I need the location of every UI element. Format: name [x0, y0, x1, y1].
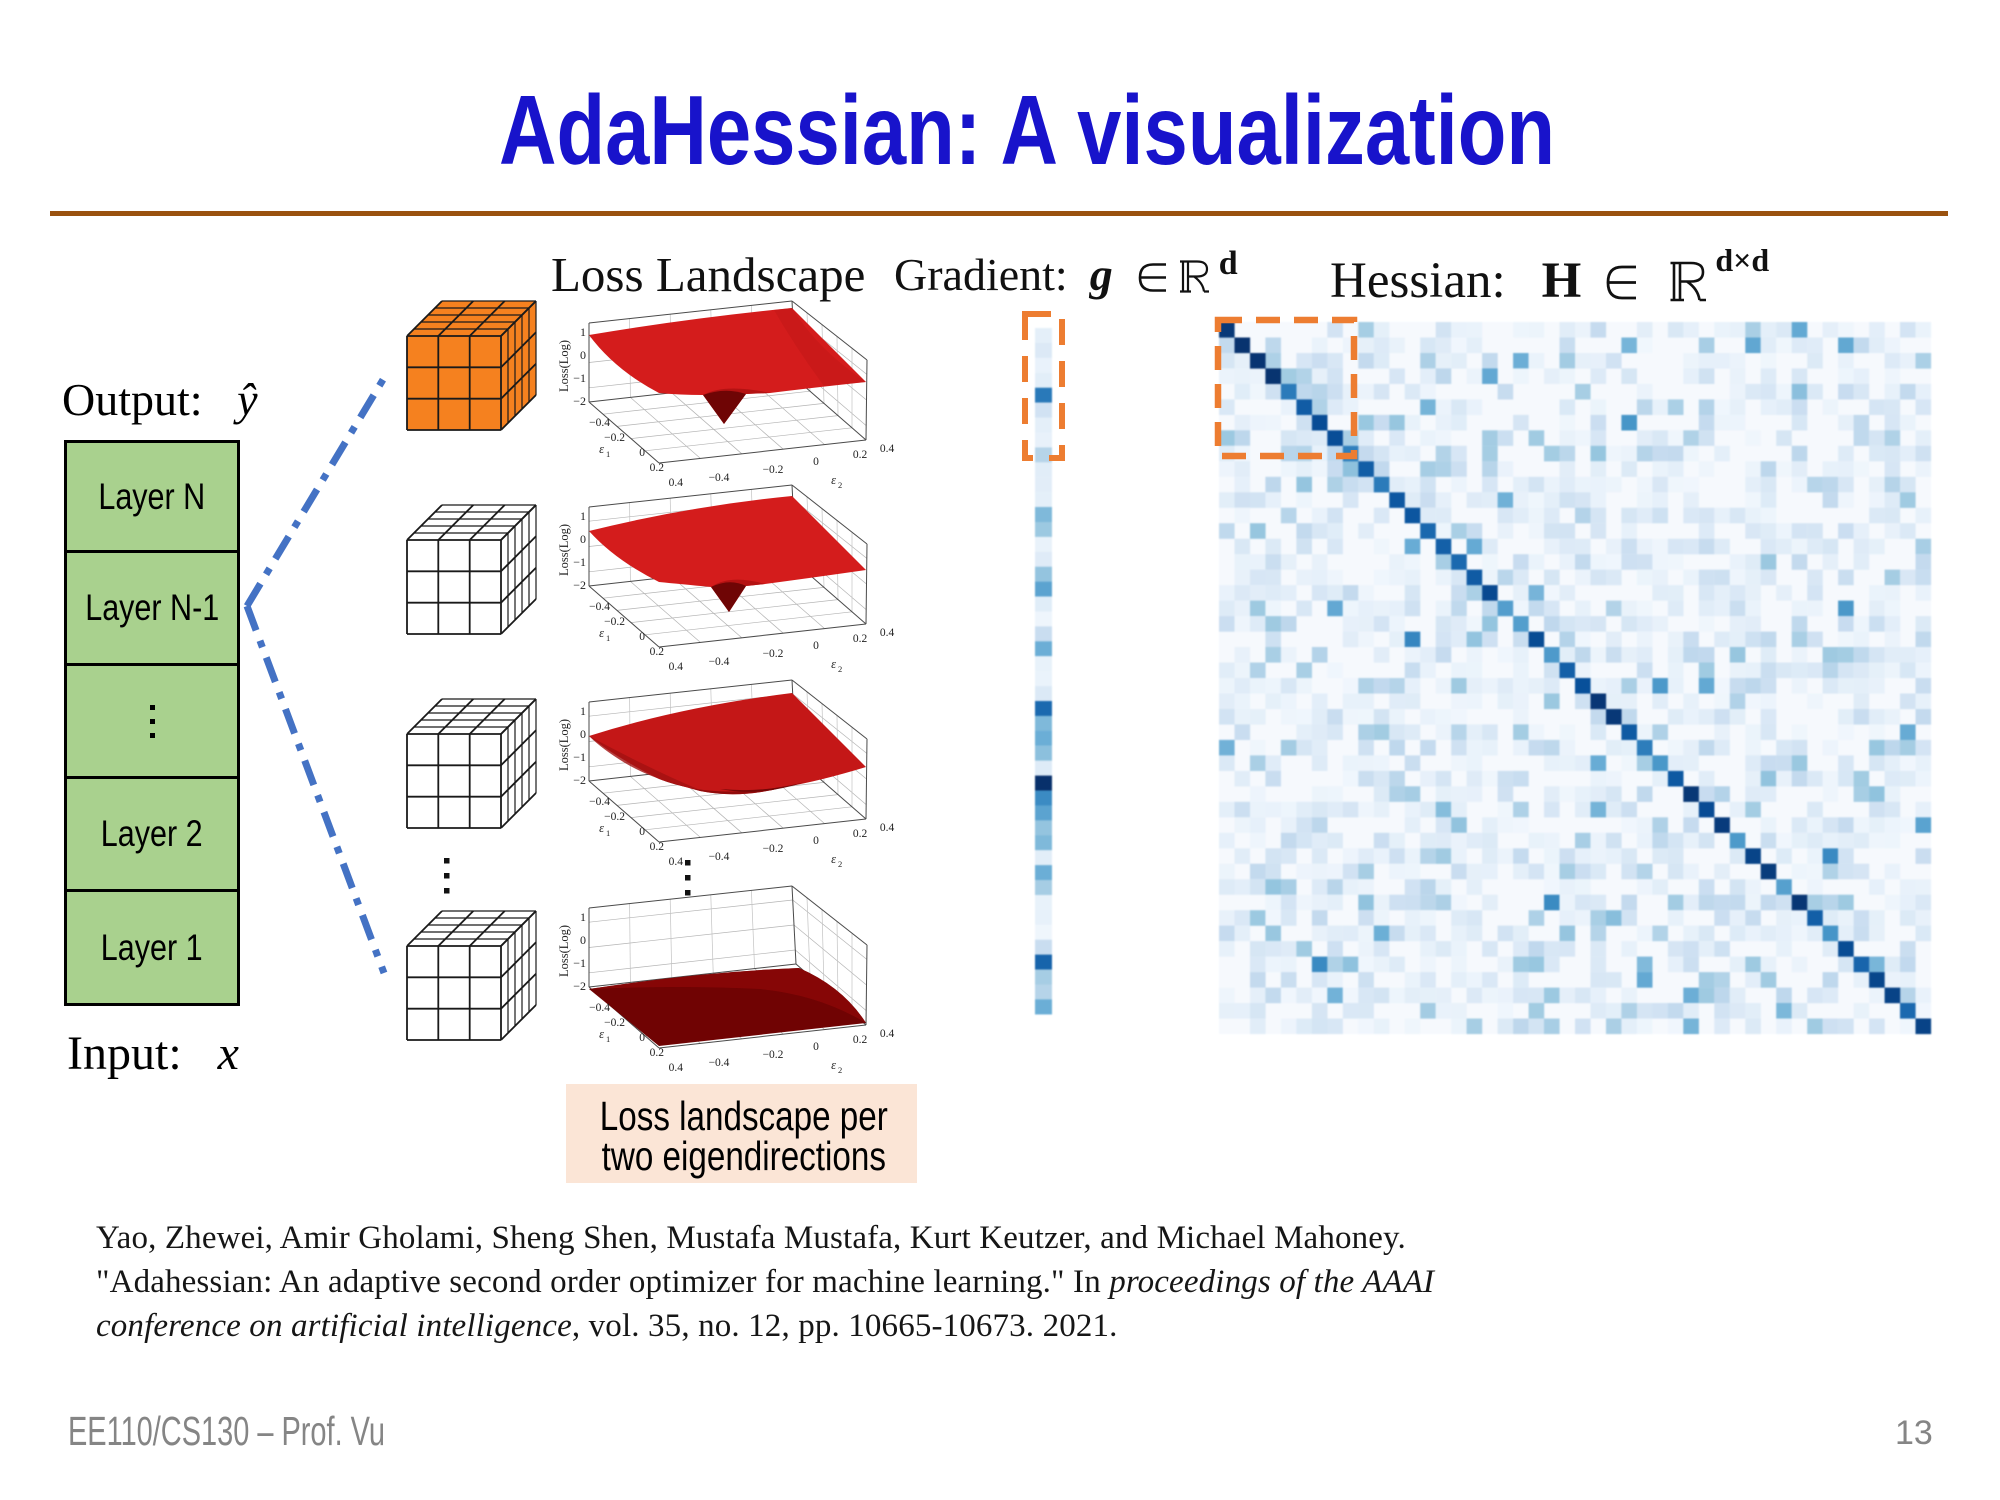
svg-text:2: 2	[838, 1065, 842, 1075]
svg-text:−0.2: −0.2	[763, 464, 784, 476]
svg-text:0: 0	[639, 447, 645, 459]
svg-text:ε: ε	[599, 821, 604, 835]
svg-text:0.4: 0.4	[880, 443, 895, 455]
svg-text:2: 2	[838, 664, 842, 674]
svg-text:0.4: 0.4	[880, 822, 895, 834]
svg-text:Loss(Log): Loss(Log)	[557, 719, 571, 771]
svg-text:1: 1	[580, 325, 586, 339]
svg-text:−0.2: −0.2	[604, 1017, 625, 1029]
svg-text:−1: −1	[573, 956, 586, 970]
svg-text:−2: −2	[573, 394, 586, 408]
svg-text:−0.2: −0.2	[763, 843, 784, 855]
svg-text:−0.2: −0.2	[604, 432, 625, 444]
svg-text:0.4: 0.4	[669, 856, 684, 868]
svg-text:0: 0	[580, 727, 586, 741]
svg-text:1: 1	[606, 1034, 610, 1044]
svg-text:0.2: 0.2	[853, 449, 868, 461]
svg-text:0: 0	[813, 456, 819, 468]
svg-text:−0.4: −0.4	[589, 796, 610, 808]
svg-text:2: 2	[838, 480, 842, 490]
svg-text:−0.4: −0.4	[709, 656, 730, 668]
svg-text:0.2: 0.2	[650, 1047, 665, 1059]
svg-text:Loss(Log): Loss(Log)	[557, 524, 571, 576]
svg-text:ε: ε	[599, 626, 604, 640]
svg-text:−0.4: −0.4	[709, 851, 730, 863]
svg-text:0: 0	[813, 835, 819, 847]
svg-text:1: 1	[580, 509, 586, 523]
svg-text:ε: ε	[831, 852, 836, 866]
svg-text:1: 1	[606, 449, 610, 459]
svg-text:1: 1	[606, 633, 610, 643]
svg-text:ε: ε	[599, 442, 604, 456]
svg-text:0.2: 0.2	[853, 828, 868, 840]
svg-text:ε: ε	[831, 1058, 836, 1072]
svg-text:0: 0	[580, 933, 586, 947]
svg-text:0.2: 0.2	[650, 841, 665, 853]
svg-text:Loss(Log): Loss(Log)	[557, 925, 571, 977]
svg-text:−2: −2	[573, 773, 586, 787]
svg-text:−0.4: −0.4	[709, 1057, 730, 1069]
svg-text:0.4: 0.4	[669, 661, 684, 673]
svg-text:−0.2: −0.2	[604, 616, 625, 628]
svg-text:1: 1	[606, 828, 610, 838]
svg-text:2: 2	[838, 859, 842, 869]
svg-text:−0.2: −0.2	[763, 648, 784, 660]
svg-text:ε: ε	[599, 1027, 604, 1041]
svg-text:−0.4: −0.4	[709, 472, 730, 484]
svg-text:0: 0	[580, 348, 586, 362]
svg-text:−0.4: −0.4	[589, 1002, 610, 1014]
svg-text:−2: −2	[573, 578, 586, 592]
svg-text:ε: ε	[831, 473, 836, 487]
svg-text:0: 0	[813, 1041, 819, 1053]
svg-text:0.4: 0.4	[669, 477, 684, 489]
svg-text:−2: −2	[573, 979, 586, 993]
svg-text:−0.4: −0.4	[589, 601, 610, 613]
svg-text:0.2: 0.2	[853, 633, 868, 645]
svg-text:0.4: 0.4	[880, 1028, 895, 1040]
svg-text:0: 0	[639, 826, 645, 838]
svg-text:−0.2: −0.2	[604, 811, 625, 823]
svg-text:−0.2: −0.2	[763, 1049, 784, 1061]
svg-text:0: 0	[639, 631, 645, 643]
svg-text:0.4: 0.4	[880, 627, 895, 639]
svg-text:Loss(Log): Loss(Log)	[557, 340, 571, 392]
svg-text:ε: ε	[831, 657, 836, 671]
svg-text:1: 1	[580, 704, 586, 718]
svg-text:0: 0	[580, 532, 586, 546]
svg-text:1: 1	[580, 910, 586, 924]
svg-text:0.2: 0.2	[853, 1034, 868, 1046]
svg-text:0.4: 0.4	[669, 1062, 684, 1074]
svg-text:−1: −1	[573, 371, 586, 385]
svg-text:0.2: 0.2	[650, 646, 665, 658]
svg-text:−0.4: −0.4	[589, 417, 610, 429]
svg-text:0: 0	[639, 1032, 645, 1044]
svg-text:0.2: 0.2	[650, 462, 665, 474]
svg-text:−1: −1	[573, 750, 586, 764]
svg-text:−1: −1	[573, 555, 586, 569]
svg-text:0: 0	[813, 640, 819, 652]
